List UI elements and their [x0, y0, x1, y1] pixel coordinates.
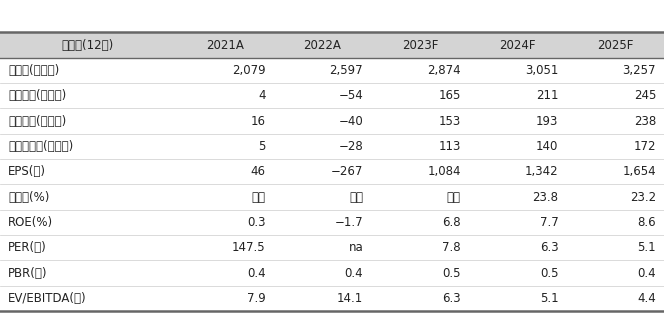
Text: 흑전: 흑전	[447, 191, 461, 203]
Text: 1,654: 1,654	[622, 165, 656, 178]
Text: 매출액(십억원): 매출액(십억원)	[8, 64, 59, 77]
Bar	[469, 32, 566, 58]
Text: 8.6: 8.6	[637, 216, 656, 229]
Text: 165: 165	[438, 89, 461, 102]
Bar	[371, 32, 469, 58]
Text: 0.4: 0.4	[345, 267, 363, 280]
Text: 2,079: 2,079	[232, 64, 266, 77]
Text: PER(배): PER(배)	[8, 241, 46, 254]
Text: 6.3: 6.3	[540, 241, 558, 254]
Text: 1,342: 1,342	[525, 165, 558, 178]
Text: 3,257: 3,257	[623, 64, 656, 77]
Text: 46: 46	[250, 165, 266, 178]
Text: 4: 4	[258, 89, 266, 102]
Text: na: na	[349, 241, 363, 254]
Text: 153: 153	[438, 115, 461, 128]
Bar	[176, 32, 274, 58]
Text: 2025F: 2025F	[597, 39, 633, 52]
Text: 1,084: 1,084	[428, 165, 461, 178]
Text: −40: −40	[339, 115, 363, 128]
Text: 2,597: 2,597	[329, 64, 363, 77]
Text: 6.3: 6.3	[442, 292, 461, 305]
Text: 5.1: 5.1	[540, 292, 558, 305]
Text: 2021A: 2021A	[206, 39, 244, 52]
Text: 7.8: 7.8	[442, 241, 461, 254]
Text: 172: 172	[633, 140, 656, 153]
Text: 193: 193	[536, 115, 558, 128]
Text: 결산기(12월): 결산기(12월)	[62, 39, 114, 52]
Text: 16: 16	[250, 115, 266, 128]
Text: 2022A: 2022A	[303, 39, 341, 52]
Text: 0.4: 0.4	[247, 267, 266, 280]
Bar	[0, 32, 176, 58]
Text: 140: 140	[536, 140, 558, 153]
Text: 영업이익(십억원): 영업이익(십억원)	[8, 89, 66, 102]
Text: 2023F: 2023F	[402, 39, 438, 52]
Bar	[566, 32, 664, 58]
Text: 적전: 적전	[349, 191, 363, 203]
Text: 14.1: 14.1	[337, 292, 363, 305]
Text: −267: −267	[331, 165, 363, 178]
Text: EPS(원): EPS(원)	[8, 165, 46, 178]
Text: 211: 211	[536, 89, 558, 102]
Text: 7.7: 7.7	[540, 216, 558, 229]
Text: 증감율(%): 증감율(%)	[8, 191, 49, 203]
Text: 7.9: 7.9	[247, 292, 266, 305]
Text: 2,874: 2,874	[427, 64, 461, 77]
Text: −28: −28	[339, 140, 363, 153]
Text: 23.2: 23.2	[630, 191, 656, 203]
Text: 147.5: 147.5	[232, 241, 266, 254]
Text: 113: 113	[438, 140, 461, 153]
Text: 5: 5	[258, 140, 266, 153]
Text: 0.5: 0.5	[540, 267, 558, 280]
Text: 지배순이익(십억원): 지배순이익(십억원)	[8, 140, 73, 153]
Text: −54: −54	[339, 89, 363, 102]
Text: 238: 238	[633, 115, 656, 128]
Text: EV/EBITDA(배): EV/EBITDA(배)	[8, 292, 86, 305]
Text: 6.8: 6.8	[442, 216, 461, 229]
Text: 세전손익(십억원): 세전손익(십억원)	[8, 115, 66, 128]
Text: 0.5: 0.5	[442, 267, 461, 280]
Text: 5.1: 5.1	[637, 241, 656, 254]
Text: ROE(%): ROE(%)	[8, 216, 53, 229]
Text: 0.3: 0.3	[247, 216, 266, 229]
Text: 245: 245	[633, 89, 656, 102]
Text: −1.7: −1.7	[335, 216, 363, 229]
Text: 4.4: 4.4	[637, 292, 656, 305]
Text: 3,051: 3,051	[525, 64, 558, 77]
Text: 흑전: 흑전	[252, 191, 266, 203]
Text: 0.4: 0.4	[637, 267, 656, 280]
Text: 23.8: 23.8	[533, 191, 558, 203]
Text: 2024F: 2024F	[499, 39, 536, 52]
Text: PBR(배): PBR(배)	[8, 267, 47, 280]
Bar	[274, 32, 371, 58]
